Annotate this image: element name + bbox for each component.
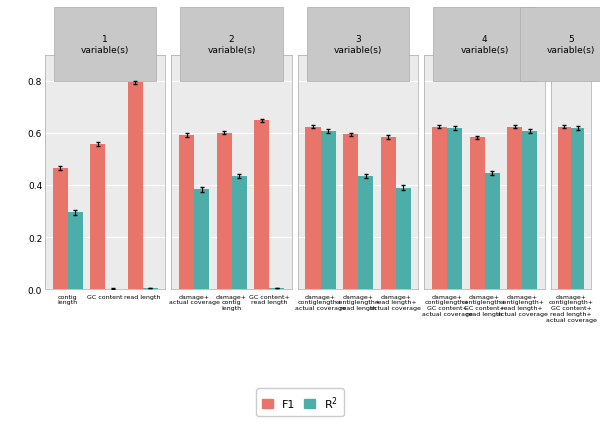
- Bar: [128, 83, 143, 290]
- Bar: [105, 289, 120, 290]
- Bar: [447, 129, 462, 290]
- Title: 4
variable(s): 4 variable(s): [460, 35, 509, 55]
- Bar: [53, 169, 68, 290]
- Bar: [485, 173, 500, 290]
- Bar: [305, 127, 320, 290]
- Bar: [358, 176, 373, 290]
- Bar: [143, 288, 158, 290]
- Bar: [395, 188, 410, 290]
- Bar: [571, 129, 584, 290]
- Bar: [194, 190, 209, 290]
- Bar: [343, 135, 358, 290]
- Title: 2
variable(s): 2 variable(s): [208, 35, 256, 55]
- Bar: [68, 213, 83, 290]
- Title: 1
variable(s): 1 variable(s): [81, 35, 130, 55]
- Bar: [320, 132, 335, 290]
- Bar: [254, 121, 269, 290]
- Bar: [522, 131, 537, 290]
- Bar: [432, 127, 447, 290]
- Bar: [90, 144, 105, 290]
- Legend: F1, R$^2$: F1, R$^2$: [256, 389, 344, 416]
- Bar: [470, 138, 485, 290]
- Bar: [557, 127, 571, 290]
- Bar: [380, 137, 395, 290]
- Title: 3
variable(s): 3 variable(s): [334, 35, 382, 55]
- Bar: [179, 135, 194, 290]
- Bar: [269, 288, 284, 290]
- Bar: [507, 127, 522, 290]
- Bar: [232, 176, 247, 290]
- Bar: [217, 133, 232, 290]
- Title: 5
variable(s): 5 variable(s): [547, 35, 595, 55]
